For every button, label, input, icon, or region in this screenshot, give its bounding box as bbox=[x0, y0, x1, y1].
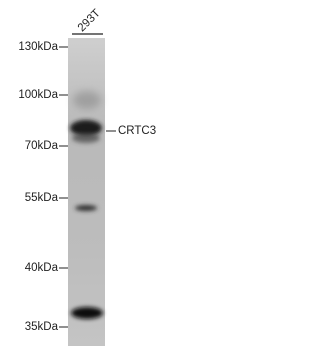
blot-lane bbox=[68, 38, 105, 346]
band bbox=[70, 120, 102, 136]
marker-label: 70kDa bbox=[25, 140, 59, 152]
band-smear bbox=[73, 91, 101, 109]
marker-label: 130kDa bbox=[18, 41, 58, 53]
marker-label: 40kDa bbox=[25, 262, 59, 274]
marker-ticks bbox=[59, 46, 68, 328]
band bbox=[71, 307, 103, 319]
marker-label: 100kDa bbox=[18, 89, 58, 101]
marker-label: 35kDa bbox=[25, 321, 59, 333]
marker-label: 55kDa bbox=[25, 192, 59, 204]
band bbox=[75, 205, 97, 211]
band bbox=[72, 133, 100, 143]
lane-label: 293T bbox=[76, 7, 103, 34]
western-blot: 293T 130kDa 100kDa 70kDa 55kDa 40kDa 35k… bbox=[18, 7, 156, 346]
band-label: CRTC3 bbox=[118, 125, 156, 137]
